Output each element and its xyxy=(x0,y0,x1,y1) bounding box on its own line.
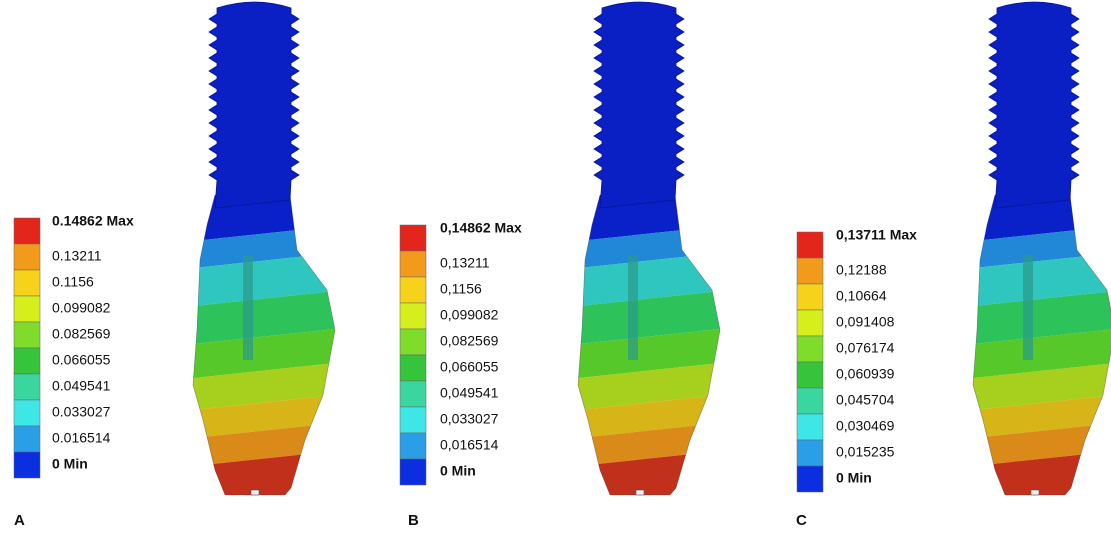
legend-value: 0,13211 xyxy=(440,255,490,271)
legend-swatch xyxy=(399,224,427,252)
legend-swatch xyxy=(13,217,41,245)
stress-band xyxy=(193,394,335,440)
legend-swatch xyxy=(796,231,824,259)
panel-label: C xyxy=(796,512,807,529)
legend-value: 0,082569 xyxy=(440,333,499,349)
legend-value: 0,099082 xyxy=(440,307,499,323)
legend-swatch xyxy=(399,406,427,434)
outline xyxy=(577,194,721,496)
legend-value: 0.099082 xyxy=(52,300,111,316)
panel-label: B xyxy=(408,512,419,529)
legend-value: 0,10664 xyxy=(836,288,887,304)
tip xyxy=(635,489,645,496)
stress-band xyxy=(578,328,720,380)
legend-swatch xyxy=(13,399,41,427)
stress-band xyxy=(193,252,335,308)
legend-swatch xyxy=(399,302,427,330)
outline xyxy=(192,194,336,496)
legend-swatch xyxy=(796,309,824,337)
legend-swatch xyxy=(399,458,427,486)
legend-value: 0,045704 xyxy=(836,392,895,408)
legend-value: 0.033027 xyxy=(52,404,111,420)
panel: 0,13711 Max 0,12188 0,10664 0,091408 0,07617… xyxy=(796,1,1111,529)
legend-value: 0,016514 xyxy=(440,437,499,453)
legend-value: 0,14862 Max xyxy=(440,220,522,236)
legend-swatch xyxy=(13,347,41,375)
stress-band xyxy=(578,394,720,440)
stress-band xyxy=(193,362,335,412)
legend-swatch xyxy=(399,432,427,460)
outline xyxy=(972,194,1111,496)
stress-band xyxy=(973,290,1111,346)
legend-swatch xyxy=(13,425,41,453)
legend-swatch xyxy=(796,283,824,311)
legend-swatch xyxy=(796,465,824,493)
groove xyxy=(628,255,638,360)
legend-swatch xyxy=(399,380,427,408)
legend-swatch xyxy=(13,321,41,349)
legend-value: 0,066055 xyxy=(440,359,499,375)
legend-swatch xyxy=(796,439,824,467)
panel-label: A xyxy=(14,512,25,529)
legend-swatch xyxy=(399,328,427,356)
panel: 0.14862 Max 0.13211 0.1156 0.099082 0.082569… xyxy=(13,1,336,529)
legend-swatch xyxy=(13,451,41,479)
stress-band xyxy=(973,422,1111,468)
legend-value: 0,030469 xyxy=(836,418,895,434)
groove xyxy=(1023,255,1033,360)
tip xyxy=(250,489,260,496)
stress-band xyxy=(973,328,1111,380)
stress-band xyxy=(578,362,720,412)
legend-swatch xyxy=(796,413,824,441)
legend-value: 0.049541 xyxy=(52,378,111,394)
legend-swatch xyxy=(13,269,41,297)
panel: 0,14862 Max 0,13211 0,1156 0,099082 0,082569… xyxy=(399,1,721,529)
legend-value: 0,091408 xyxy=(836,314,895,330)
legend-value: 0.082569 xyxy=(52,326,111,342)
legend-swatch xyxy=(399,250,427,278)
stress-band xyxy=(973,394,1111,440)
legend-value: 0,033027 xyxy=(440,411,499,427)
legend-value: 0.13211 xyxy=(52,248,102,264)
stress-band xyxy=(578,252,720,308)
legend-value: 0.066055 xyxy=(52,352,111,368)
implant-thread xyxy=(208,1,300,209)
stress-band xyxy=(973,252,1111,308)
legend-value: 0,1156 xyxy=(440,281,482,297)
implant-thread xyxy=(988,1,1080,209)
legend-value: 0,13711 Max xyxy=(836,227,917,243)
legend-value: 0.14862 Max xyxy=(52,213,134,229)
legend-value: 0.1156 xyxy=(52,274,94,290)
legend-swatch xyxy=(399,276,427,304)
stress-band xyxy=(193,422,335,468)
legend-swatch xyxy=(13,295,41,323)
stress-band xyxy=(193,328,335,380)
legend-value: 0 Min xyxy=(52,456,88,472)
legend-swatch xyxy=(13,243,41,271)
legend-swatch xyxy=(13,373,41,401)
legend-value: 0 Min xyxy=(440,463,476,479)
legend-value: 0,049541 xyxy=(440,385,499,401)
legend-swatch xyxy=(399,354,427,382)
stress-band xyxy=(578,422,720,468)
legend-swatch xyxy=(796,257,824,285)
legend-value: 0,076174 xyxy=(836,340,895,356)
legend-swatch xyxy=(796,361,824,389)
legend-value: 0.016514 xyxy=(52,430,111,446)
legend-value: 0,12188 xyxy=(836,262,887,278)
stress-band xyxy=(193,290,335,346)
legend-swatch xyxy=(796,335,824,363)
tip xyxy=(1030,489,1040,496)
stress-band xyxy=(973,362,1111,412)
legend-value: 0 Min xyxy=(836,470,872,486)
legend-swatch xyxy=(796,387,824,415)
legend-value: 0,015235 xyxy=(836,444,895,460)
legend-value: 0,060939 xyxy=(836,366,895,382)
stress-band xyxy=(578,290,720,346)
implant-thread xyxy=(593,1,685,209)
groove xyxy=(243,255,253,360)
